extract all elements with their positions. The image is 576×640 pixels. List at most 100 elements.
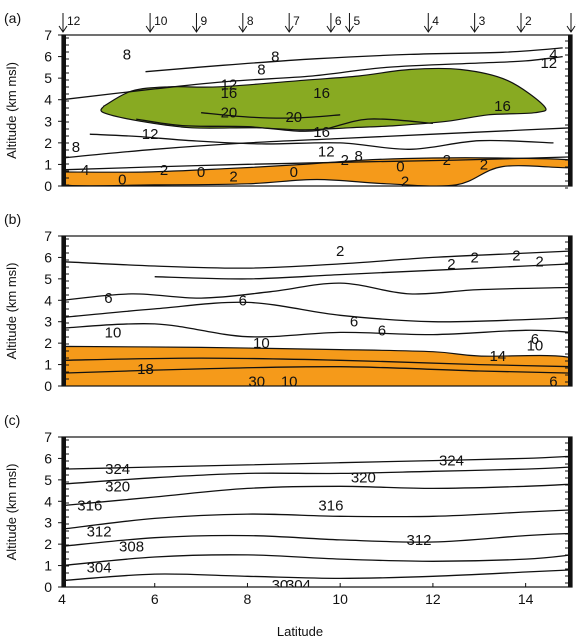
y-tick-label: 7	[44, 429, 52, 445]
y-axis-title: Altitude (km msl)	[4, 263, 19, 360]
contour-label: 2	[470, 249, 478, 266]
right-edge-bar	[568, 35, 572, 186]
y-tick-label: 1	[44, 156, 52, 172]
marker-arrow	[58, 25, 68, 33]
contour-label: 16	[313, 124, 330, 141]
contour-line-2	[154, 263, 572, 280]
x-tick-label: 6	[151, 591, 159, 607]
contour-line-18	[62, 366, 572, 374]
contour-label: 6	[531, 331, 539, 348]
x-tick-label: 10	[332, 591, 348, 607]
y-tick-label: 0	[44, 579, 52, 595]
contour-label: 2	[447, 256, 455, 273]
contour-line-8	[62, 127, 572, 159]
contour-label: 316	[318, 498, 343, 515]
contour-label: 312	[87, 523, 112, 540]
contour-line-324	[62, 455, 572, 470]
x-tick-label: 12	[425, 591, 441, 607]
marker-label: 8	[247, 14, 254, 28]
contour-label: 0	[197, 164, 205, 181]
x-axis-title: Latitude	[277, 624, 323, 639]
y-tick-label: 2	[44, 536, 52, 552]
marker-label: 7	[293, 14, 300, 28]
marker-label: 6	[335, 14, 342, 28]
contour-line-16	[136, 118, 433, 132]
contour-label: 6	[104, 290, 112, 307]
contour-label: 0	[118, 172, 126, 189]
contour-line-308	[62, 532, 572, 547]
marker-label: 2	[525, 14, 532, 28]
panel-label: (c)	[4, 412, 20, 428]
y-axis-title: Altitude (km msl)	[4, 62, 19, 159]
y-tick-label: 5	[44, 472, 52, 488]
contour-line-4	[62, 156, 572, 171]
contour-label: 304	[87, 560, 112, 577]
y-tick-label: 3	[44, 113, 52, 129]
contour-label: 6	[350, 314, 358, 331]
contour-line-304	[62, 554, 572, 567]
marker-label: 12	[67, 14, 81, 28]
y-axis-title: Altitude (km msl)	[4, 464, 19, 561]
contour-label: 0	[396, 159, 404, 176]
contour-line-14	[62, 357, 572, 368]
y-tick-label: 2	[44, 135, 52, 151]
y-tick-label: 6	[44, 49, 52, 65]
contour-label: 2	[336, 243, 344, 260]
y-tick-label: 5	[44, 271, 52, 287]
y-tick-label: 4	[44, 292, 52, 308]
contour-label: 4	[549, 46, 557, 63]
y-tick-label: 0	[44, 378, 52, 394]
contour-line-312	[62, 509, 572, 530]
contour-label: 10	[253, 335, 270, 352]
marker-arrow	[192, 25, 201, 33]
contour-label: 2	[512, 247, 520, 264]
left-edge-bar	[62, 35, 66, 186]
contour-line-316	[62, 483, 572, 507]
contour-label: 2	[229, 168, 237, 185]
right-edge-bar	[568, 437, 572, 587]
contour-label: 308	[119, 538, 144, 555]
contour-label: 30	[272, 577, 289, 594]
marker-arrow	[516, 25, 526, 33]
contour-label: 12	[142, 126, 159, 143]
marker-label: 10	[154, 14, 168, 28]
contour-line-20	[201, 112, 341, 119]
contour-label: 2	[535, 254, 543, 271]
contour-label: 320	[105, 478, 130, 495]
marker-arrow	[566, 25, 576, 33]
y-tick-label: 3	[44, 314, 52, 330]
y-tick-label: 1	[44, 357, 52, 373]
contour-label: 2	[401, 174, 409, 191]
contour-label: 10	[281, 374, 298, 391]
marker-arrow	[326, 25, 336, 33]
right-edge-bar	[568, 236, 572, 386]
contour-label: 304	[286, 577, 311, 594]
contour-label: 30	[248, 374, 265, 391]
contour-line-320	[62, 466, 572, 485]
contour-label: 14	[489, 348, 506, 365]
marker-arrow	[238, 25, 248, 33]
contour-line-12	[89, 133, 554, 150]
marker-arrow	[145, 25, 155, 33]
contour-label: 16	[221, 85, 238, 102]
marker-arrow	[345, 25, 354, 33]
contour-label: 16	[313, 85, 330, 102]
y-tick-label: 0	[44, 178, 52, 194]
marker-label: 4	[432, 14, 439, 28]
contour-label: 12	[318, 143, 335, 160]
left-edge-bar	[62, 437, 66, 587]
filled-region	[62, 157, 572, 186]
contour-label: 12	[540, 55, 557, 72]
y-tick-label: 5	[44, 70, 52, 86]
contour-label: 2	[480, 156, 488, 173]
contour-label: 6	[378, 322, 386, 339]
contour-label: 18	[137, 361, 154, 378]
contour-line-6	[62, 301, 572, 323]
y-tick-label: 6	[44, 450, 52, 466]
contour-label: 2	[443, 152, 451, 169]
contour-label: 324	[439, 453, 464, 470]
marker-arrow	[470, 25, 480, 33]
